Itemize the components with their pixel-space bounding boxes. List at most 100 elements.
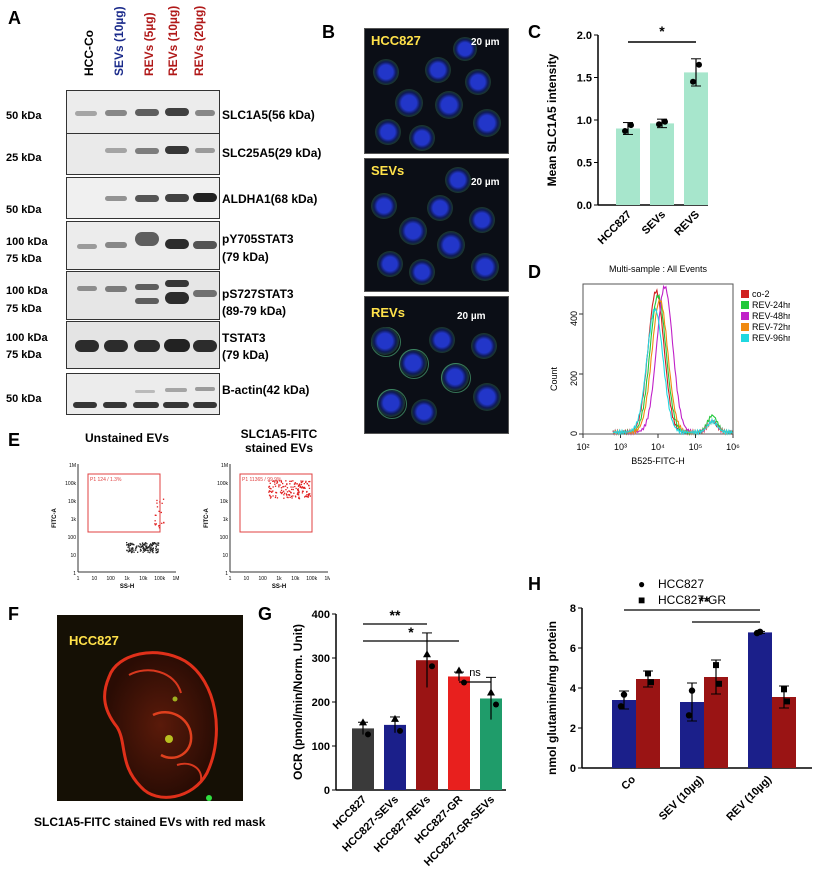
y-tick-label: 4 bbox=[570, 683, 577, 695]
y-axis-label: Count bbox=[549, 367, 559, 392]
event-dot bbox=[272, 480, 274, 482]
protein-label: B-actin(42 kDa) bbox=[222, 383, 310, 397]
blot-ps727stat3 bbox=[66, 271, 220, 320]
data-point bbox=[391, 714, 399, 722]
x-tick-label: 100 bbox=[106, 576, 115, 582]
event-dot bbox=[147, 549, 149, 552]
event-dot bbox=[280, 492, 282, 494]
panel-label-d: D bbox=[528, 262, 541, 282]
event-dot bbox=[301, 492, 304, 494]
data-point bbox=[617, 703, 625, 710]
lane-label: REVs (10µg) bbox=[166, 5, 180, 76]
event-dot bbox=[276, 482, 278, 484]
y-tick-label: 400 bbox=[312, 609, 330, 621]
event-dot bbox=[272, 490, 274, 492]
event-dot bbox=[290, 486, 292, 488]
event-dot bbox=[155, 547, 157, 550]
event-dot bbox=[141, 542, 144, 544]
event-dot bbox=[128, 543, 130, 546]
data-point bbox=[455, 666, 463, 674]
legend-swatch bbox=[741, 323, 749, 331]
event-dot bbox=[294, 485, 296, 488]
data-point bbox=[688, 687, 696, 694]
event-dot bbox=[280, 489, 283, 491]
event-dot bbox=[298, 496, 300, 498]
legend-label: REV-48hr bbox=[752, 311, 790, 321]
event-dot bbox=[300, 485, 302, 488]
x-axis-label: SS-H bbox=[120, 584, 134, 588]
panel-label-f: F bbox=[8, 604, 19, 624]
event-dot bbox=[269, 495, 271, 497]
y-tick-label: 10k bbox=[68, 499, 77, 505]
figure-caption: SLC1A5-FITC stained EVs with red mask bbox=[34, 815, 266, 829]
data-point bbox=[397, 727, 403, 734]
data-point bbox=[620, 691, 628, 698]
event-dot bbox=[270, 488, 272, 490]
event-dot bbox=[269, 490, 271, 493]
event-dot bbox=[278, 484, 280, 486]
event-dot bbox=[140, 544, 142, 546]
event-dot bbox=[274, 485, 277, 487]
event-dot bbox=[131, 551, 133, 553]
y-axis-label: FITC-A bbox=[52, 508, 58, 528]
x-tick-label: 10⁵ bbox=[689, 442, 703, 452]
event-dot bbox=[286, 494, 288, 496]
legend-swatch bbox=[741, 334, 749, 342]
x-tick-label: 100k bbox=[154, 576, 165, 582]
event-dot bbox=[305, 480, 307, 482]
event-dot bbox=[285, 489, 287, 491]
x-tick-label: Co bbox=[619, 773, 638, 792]
y-tick-label: 1 bbox=[73, 571, 76, 577]
event-dot bbox=[143, 544, 145, 546]
x-tick-label: 1k bbox=[124, 576, 130, 582]
event-dot bbox=[145, 548, 147, 551]
kda-marker: 50 kDa bbox=[6, 393, 42, 405]
y-tick-label: 1M bbox=[69, 463, 76, 469]
event-dot bbox=[271, 491, 273, 493]
event-dot bbox=[288, 494, 290, 496]
event-dot bbox=[147, 551, 149, 553]
event-dot bbox=[305, 495, 307, 497]
event-dot bbox=[140, 546, 142, 548]
event-dot bbox=[131, 543, 133, 546]
event-dot bbox=[149, 551, 151, 554]
lane-label: REVs (20µg) bbox=[192, 5, 206, 76]
event-dot bbox=[151, 545, 154, 547]
event-dot bbox=[272, 486, 274, 488]
protein-label: SLC1A5(56 kDa) bbox=[222, 108, 315, 122]
y-tick-label: 100 bbox=[312, 741, 330, 753]
kda-marker: 75 kDa bbox=[6, 349, 42, 361]
x-tick-label: 10 bbox=[92, 576, 98, 582]
x-tick-label: HCC827-REVs bbox=[372, 794, 433, 855]
data-point bbox=[716, 680, 722, 687]
x-tick-label: SEV (10µg) bbox=[657, 773, 707, 823]
event-dot bbox=[302, 480, 304, 482]
panel-label-e: E bbox=[8, 430, 21, 450]
event-dot bbox=[152, 543, 155, 545]
event-dot bbox=[291, 495, 293, 497]
y-axis-label: OCR (pmol/min/Norm. Unit) bbox=[291, 624, 305, 780]
y-tick-label: 100 bbox=[68, 535, 77, 541]
kda-marker: 50 kDa bbox=[6, 110, 42, 122]
event-dot bbox=[154, 520, 156, 522]
scale-bar: 20 µm bbox=[457, 311, 486, 322]
event-dot bbox=[139, 543, 141, 545]
y-tick-label: 8 bbox=[570, 603, 576, 615]
event-dot bbox=[146, 545, 148, 547]
y-tick-label: 1.5 bbox=[577, 73, 592, 85]
event-dot bbox=[307, 494, 310, 497]
event-dot bbox=[298, 484, 300, 486]
plot-title: Unstained EVs bbox=[85, 431, 169, 445]
event-dot bbox=[148, 546, 150, 548]
event-dot bbox=[158, 510, 160, 512]
event-dot bbox=[156, 552, 158, 554]
event-dot bbox=[275, 491, 277, 494]
event-dot bbox=[297, 493, 299, 495]
y-tick-label: 100 bbox=[220, 535, 229, 541]
microscopy-sevs: SEVs 20 µm bbox=[364, 158, 509, 292]
event-dot bbox=[133, 551, 135, 553]
y-axis-label: Mean SLC1A5 intensity bbox=[545, 53, 559, 186]
x-axis-label: SS-H bbox=[272, 584, 286, 588]
x-tick-label: REV (10µg) bbox=[724, 773, 774, 823]
event-dot bbox=[283, 494, 285, 496]
